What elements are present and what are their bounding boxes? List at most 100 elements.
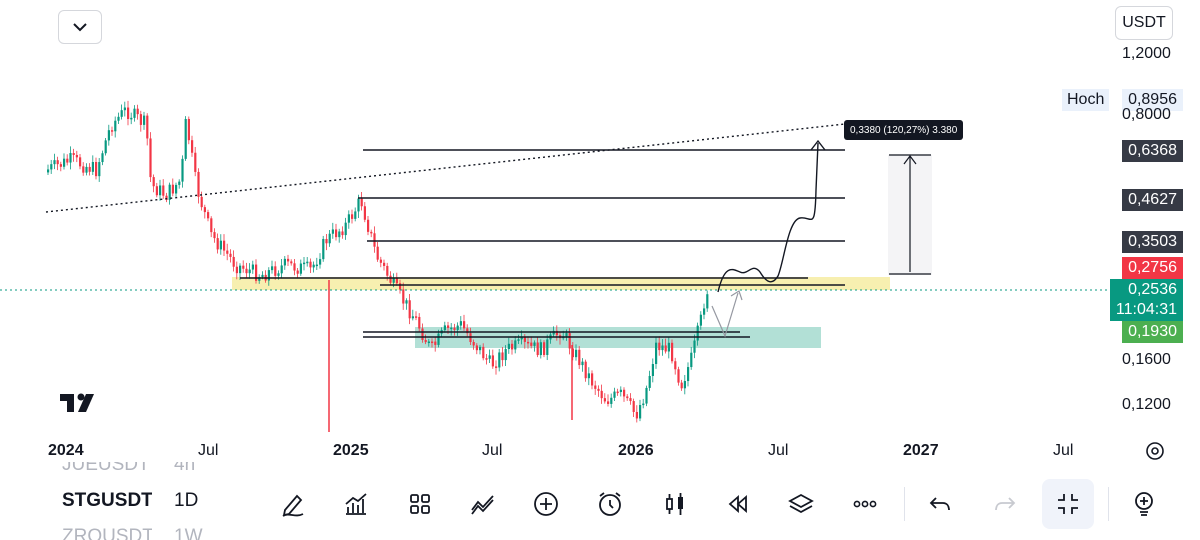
candle-body [418,316,421,329]
candle-body [223,240,226,251]
compare-button[interactable] [463,484,503,524]
candle-body [357,198,360,212]
candle-body [565,333,568,337]
candle-body [491,355,494,367]
currency-button[interactable]: USDT [1115,6,1173,40]
candle-body [536,342,539,356]
candle-body [283,258,286,266]
candle-body [85,166,88,173]
candle-body [575,349,578,358]
candle-body [443,325,446,331]
candle-body [184,118,187,159]
price-tick-label: 1,2000 [1122,45,1171,62]
ideas-button[interactable] [1124,484,1164,524]
redo-button[interactable] [985,484,1025,524]
collapse-button[interactable] [58,10,102,44]
support-zone-yellow [232,277,890,290]
layout-button[interactable] [400,484,440,524]
indicators-button[interactable] [336,484,376,524]
candle-body [427,341,430,344]
candle-body [667,342,670,352]
candle-body [501,352,504,361]
price-tick-label: 0,8000 [1122,106,1171,123]
more-button[interactable] [845,484,885,524]
candle-body [296,270,299,274]
symbol-name: JUEUSDT [62,462,150,475]
settings-gear-icon[interactable] [1146,442,1164,460]
trend-tools-icon [471,495,494,515]
add-button[interactable] [526,484,566,524]
symbol-interval: 1D [174,490,199,511]
candle-body [239,265,242,274]
layers-button[interactable] [781,484,821,524]
candle-body [50,164,53,170]
candle-body [674,361,677,370]
symbol-interval: 1W [174,526,203,540]
candle-body [696,325,699,341]
candle-body [632,401,635,412]
candle-body [290,261,293,264]
last-price-tag: 0,2536 11:04:31 [1109,279,1183,321]
candle-body [207,212,210,219]
toolbar-divider [904,487,905,521]
candle-body [482,346,485,359]
undo-button[interactable] [920,484,960,524]
candle-body [312,264,315,268]
undo-icon [929,497,950,511]
level-tag: 0,6368 [1122,140,1183,162]
candle-body [594,385,597,389]
candle-body [648,375,651,388]
candle-body [171,184,174,194]
candle-body [277,273,280,276]
candle-body [248,269,251,274]
candle-body [274,266,277,276]
candle-body [79,157,82,167]
candle-body [402,289,405,304]
time-tick-label: 2025 [333,442,369,459]
candle-body [63,158,66,167]
candle-body [229,253,232,257]
candle-body [271,266,274,271]
symbol-list[interactable]: JUEUSDT 4h STGUSDT 1D ZROUSDT 1W [62,462,222,540]
candle-body [123,107,126,111]
chart-type-button[interactable] [655,484,695,524]
candle-body [539,342,542,356]
candle-body [303,262,306,265]
fullscreen-exit-icon [1058,494,1078,514]
candle-body [514,340,517,350]
redo-icon [995,497,1016,511]
candle-body [341,231,344,236]
candle-body [194,152,197,172]
candle-body [389,275,392,283]
symbol-row[interactable]: JUEUSDT 4h [62,462,195,480]
candle-body [47,169,50,173]
tradingview-logo [60,393,94,412]
draw-button[interactable] [273,484,313,524]
replay-button[interactable] [718,484,758,524]
candle-body [242,265,245,269]
candle-body [191,140,194,153]
candle-body [523,337,526,342]
candle-body [226,250,229,254]
alert-button[interactable] [590,484,630,524]
candle-body [511,343,514,350]
candle-body [69,153,72,163]
fullscreen-button[interactable] [1042,479,1094,529]
candle-body [447,325,450,328]
alert-clock-icon [599,492,621,516]
candle-body [424,339,427,343]
candle-body [616,391,619,394]
candle-body [187,118,190,141]
candle-body [680,382,683,389]
symbol-row[interactable]: ZROUSDT 1W [62,526,203,540]
candle-body [360,198,363,207]
time-tick-label: Jul [1053,442,1074,459]
candle-body [370,231,373,234]
candle-body [533,342,536,346]
trend-line[interactable] [45,123,846,213]
candle-body [619,389,622,393]
candle-body [392,277,395,283]
symbol-row-active[interactable]: STGUSDT 1D [62,490,198,516]
projection-path[interactable] [717,142,819,293]
